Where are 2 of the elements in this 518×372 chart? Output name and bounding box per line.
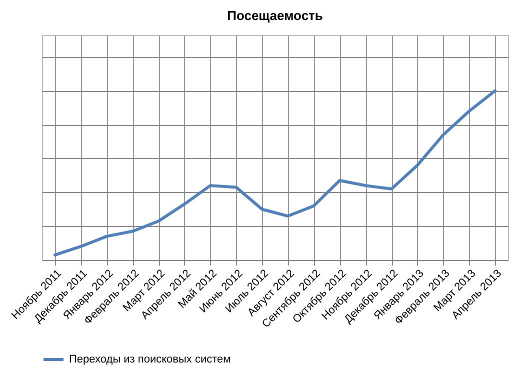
legend-label: Переходы из поисковых систем	[69, 354, 231, 366]
chart-title: Посещаемость	[227, 8, 323, 23]
